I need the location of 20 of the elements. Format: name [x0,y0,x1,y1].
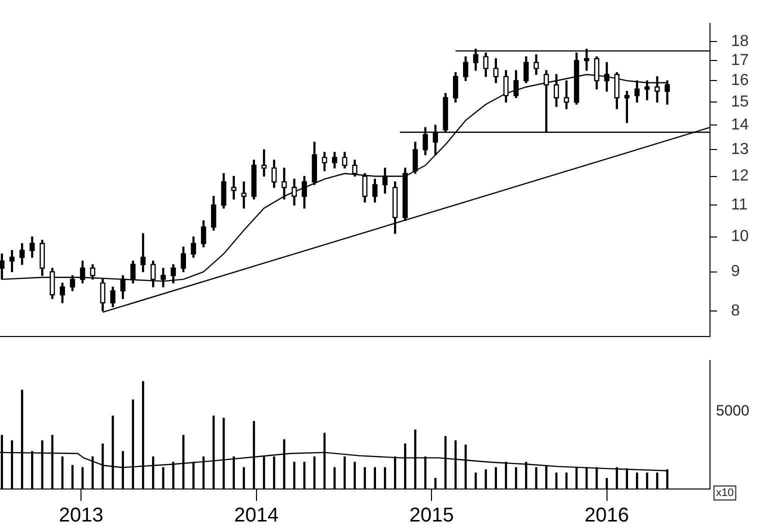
y-tick-label: 14 [731,116,749,134]
x-tick-label: 2014 [234,504,279,527]
y-tick-label: 13 [731,141,749,158]
candlestick [282,168,287,200]
y-tick-label: 8 [731,302,740,320]
candlestick [231,176,236,200]
y-tick-label: 9 [731,263,740,280]
candlestick [654,76,660,102]
y-tick-label: 10 [731,228,749,246]
x-tick-label: 2016 [584,504,630,527]
y-tick-label: 16 [731,72,749,90]
y-tick-label: 12 [731,168,749,185]
y-tick-label: 18 [731,32,749,50]
y-tick-label: 17 [731,52,749,69]
x-tick-label: 2015 [409,504,454,527]
text: 5000 [716,402,750,420]
x-tick-label: 2013 [58,504,104,527]
text: x10 [716,487,734,500]
y-tick-label: 11 [731,196,748,214]
y-tick-label: 15 [731,94,749,111]
